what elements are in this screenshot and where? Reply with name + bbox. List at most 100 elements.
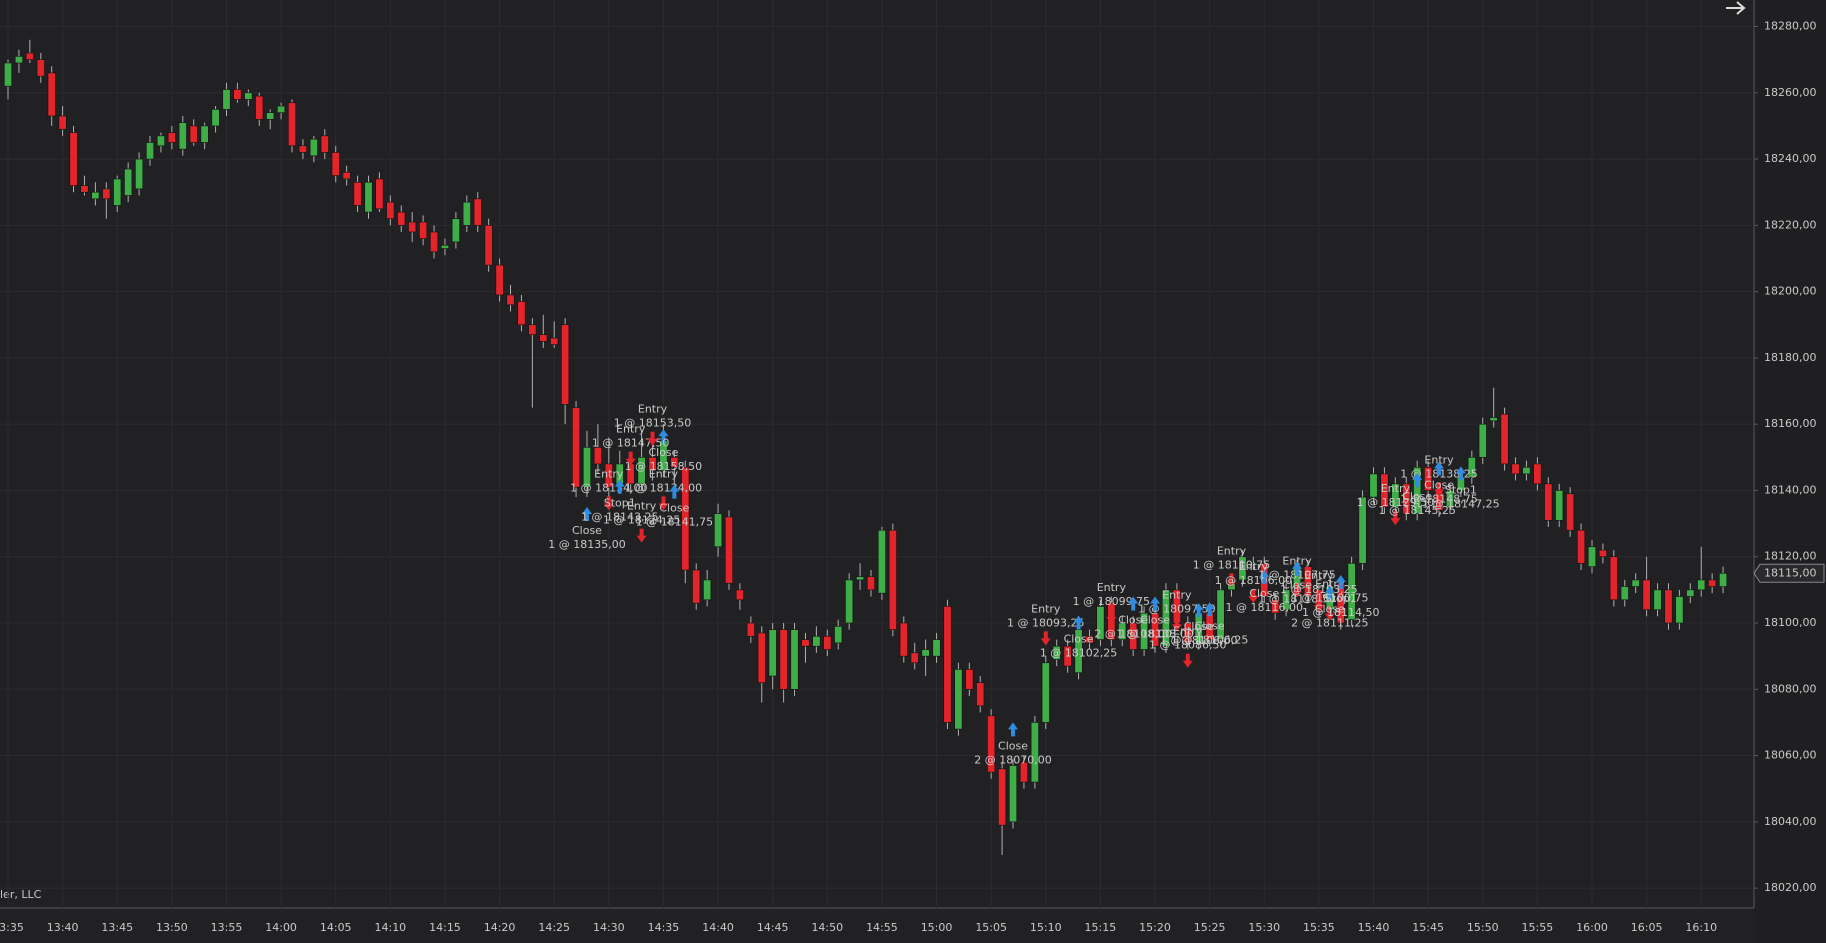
trade-label: Entry xyxy=(594,467,624,480)
candle-body xyxy=(987,715,996,773)
candle-body xyxy=(1140,612,1149,650)
entry-arrow xyxy=(1313,598,1324,613)
exit-arrow xyxy=(1073,615,1084,630)
candle-body xyxy=(932,639,941,657)
candle-body xyxy=(1008,765,1018,823)
candle-body xyxy=(3,62,13,87)
candle-body xyxy=(757,632,766,683)
candle-body xyxy=(1216,589,1225,640)
candle-body xyxy=(1183,622,1192,644)
candle-body xyxy=(25,52,34,60)
nav-arrow-icon[interactable] xyxy=(1726,1,1746,15)
candle-body xyxy=(1445,490,1454,508)
candle-body xyxy=(1719,572,1728,587)
candle-body xyxy=(1686,589,1695,597)
candle-body xyxy=(888,529,897,630)
y-tick-label: 18120,00 xyxy=(1764,550,1817,563)
candle-body xyxy=(397,211,406,226)
exit-arrow xyxy=(1434,461,1445,476)
candle-body xyxy=(866,576,876,591)
entry-arrow xyxy=(1248,589,1259,604)
candle-body xyxy=(1708,579,1717,587)
candle-body xyxy=(331,152,340,176)
trade-price: 2 @ 18111,25 xyxy=(1291,617,1368,630)
candle-body xyxy=(1533,463,1542,485)
exit-arrow xyxy=(1412,473,1423,488)
trade-label: Close xyxy=(1424,478,1454,491)
candle-body xyxy=(779,629,788,690)
candle-body xyxy=(539,334,548,342)
candle-body xyxy=(910,652,919,664)
candle-body xyxy=(47,72,56,117)
candle-body xyxy=(681,466,690,571)
candle-body xyxy=(1620,586,1629,601)
candle-body xyxy=(1358,496,1367,564)
candle-body xyxy=(419,221,428,239)
candle-body xyxy=(1129,622,1138,650)
candle-body xyxy=(801,639,810,647)
candle-body xyxy=(1161,589,1170,647)
candle-body xyxy=(724,516,734,584)
candle-body xyxy=(91,191,100,200)
candle-body xyxy=(812,635,821,647)
exit-arrow xyxy=(1128,596,1139,611)
trade-price: 1 @ 18102,25 xyxy=(1040,647,1117,660)
candle-body xyxy=(178,122,187,150)
trade-price: 1 @ 18145,25 xyxy=(1378,504,1455,517)
candle-body xyxy=(1653,589,1662,611)
candle-body xyxy=(408,221,417,233)
trade-price: 1 @ 18148,75 xyxy=(1400,492,1477,505)
candle-body xyxy=(561,324,570,405)
candle-body xyxy=(375,178,384,210)
candle-body xyxy=(637,457,646,485)
candle-body xyxy=(58,115,67,130)
candle-body xyxy=(255,95,264,120)
trade-price: 1 @ 18086,50 xyxy=(1149,639,1226,652)
x-tick-label: 14:50 xyxy=(811,921,843,934)
candle-body xyxy=(124,168,133,196)
trade-label: Entry xyxy=(627,500,657,513)
trade-label: Entry xyxy=(638,403,668,416)
candle-body xyxy=(353,181,362,206)
x-tick-label: 15:30 xyxy=(1248,921,1280,934)
candle-body xyxy=(1030,722,1039,783)
exit-arrow xyxy=(1259,569,1270,584)
candle-body xyxy=(320,135,329,153)
candle-body xyxy=(506,294,515,306)
trade-label: Stop1 xyxy=(604,497,636,510)
trade-label: Entry xyxy=(1162,588,1192,601)
trade-label: Close xyxy=(648,446,678,459)
x-tick-label: 14:55 xyxy=(866,921,898,934)
candle-body xyxy=(1511,463,1520,475)
candle-body xyxy=(200,125,209,143)
trade-label: Close xyxy=(1315,603,1345,616)
x-tick-label: 14:10 xyxy=(374,921,406,934)
candle-body xyxy=(36,59,45,77)
candle-body xyxy=(823,635,832,650)
x-tick-label: 14:15 xyxy=(429,921,461,934)
y-tick-label: 18100,00 xyxy=(1764,616,1817,629)
trade-price: 1 @ 18153,50 xyxy=(614,417,691,430)
candle-body xyxy=(1587,546,1597,567)
entry-arrow xyxy=(658,496,669,511)
x-tick-label: 15:00 xyxy=(921,921,953,934)
y-tick-label: 18160,00 xyxy=(1764,417,1817,430)
candle-body xyxy=(156,135,165,147)
x-tick-label: 13:50 xyxy=(156,921,188,934)
candle-body xyxy=(342,172,351,180)
last-price-label: 18115,00 xyxy=(1764,566,1817,579)
x-tick-label: 15:15 xyxy=(1085,921,1117,934)
candle-body xyxy=(211,109,220,127)
x-tick-label: 14:30 xyxy=(593,921,625,934)
y-tick-label: 18020,00 xyxy=(1764,881,1817,894)
candle-body xyxy=(462,201,471,226)
exit-arrow xyxy=(658,429,669,444)
candle-body xyxy=(484,225,493,266)
exit-arrow xyxy=(614,479,625,494)
candle-body xyxy=(1380,473,1389,508)
candle-body xyxy=(517,301,526,326)
candle-body xyxy=(1544,483,1553,521)
x-tick-label: 14:45 xyxy=(757,921,789,934)
trade-price: 1 @ 18135,00 xyxy=(548,538,625,551)
